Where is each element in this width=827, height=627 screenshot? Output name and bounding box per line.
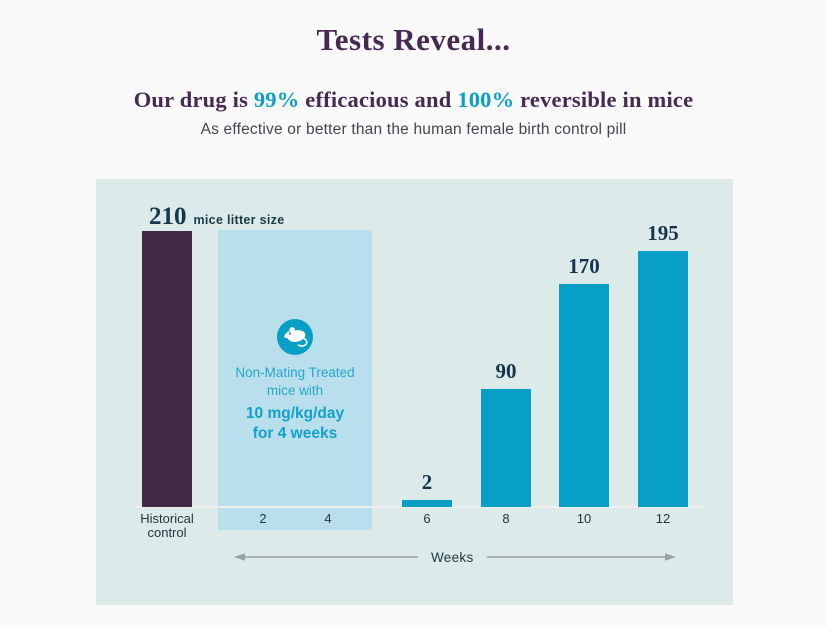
x-tick-week-6: 6	[423, 511, 431, 526]
bar-week-6	[402, 500, 452, 507]
page-title: Tests Reveal...	[316, 22, 511, 57]
treatment-dose: 10 mg/kg/day	[245, 405, 345, 422]
right-arrow-icon	[486, 553, 676, 561]
control-annotation-label: mice litter size	[193, 213, 285, 227]
bar-value-week-8: 90	[495, 359, 517, 383]
x-tick-week-10: 10	[576, 511, 592, 526]
tagline: As effective or better than the human fe…	[200, 121, 627, 138]
bar-week-10	[559, 284, 609, 507]
control-annotation: 210 mice litter size	[149, 204, 284, 229]
x-axis-label: Weeks	[431, 549, 474, 565]
headline-part2: efficacious and	[299, 87, 458, 112]
x-tick-week-2: 2	[259, 511, 267, 526]
treatment-band: Non-Mating Treated mice with 10 mg/kg/da…	[218, 230, 372, 530]
bar-value-week-6: 2	[421, 470, 433, 494]
x-tick-week-8: 8	[502, 511, 510, 526]
x-axis-label-row: Weeks	[232, 549, 690, 565]
headline-part3: reversible in mice	[514, 87, 694, 112]
x-tick-historical-control: Historical control	[140, 511, 194, 540]
headline-stat-reversibility: 100%	[457, 87, 515, 112]
headline-stat-efficacy: 99%	[253, 87, 300, 112]
headline: Our drug is 99% efficacious and 100% rev…	[0, 87, 827, 113]
treatment-text-line1: Non-Mating Treated	[235, 365, 355, 380]
control-annotation-value: 210	[149, 203, 187, 230]
bar-value-week-12: 195	[647, 221, 679, 245]
chart-panel: 210 mice litter size Non-Mating Treated …	[96, 179, 733, 605]
x-tick-week-12: 12	[655, 511, 671, 526]
bar-week-12	[638, 251, 688, 507]
mouse-icon	[276, 318, 314, 356]
bar-week-8	[481, 389, 531, 507]
left-arrow-icon	[234, 553, 418, 561]
bar-historical-control	[142, 231, 192, 507]
treatment-text-line2: mice with	[266, 383, 324, 398]
x-tick-week-4: 4	[324, 511, 332, 526]
headline-part1: Our drug is	[133, 87, 254, 112]
bar-value-week-10: 170	[568, 254, 600, 278]
x-axis-line	[135, 506, 705, 508]
treatment-duration: for 4 weeks	[252, 425, 338, 442]
